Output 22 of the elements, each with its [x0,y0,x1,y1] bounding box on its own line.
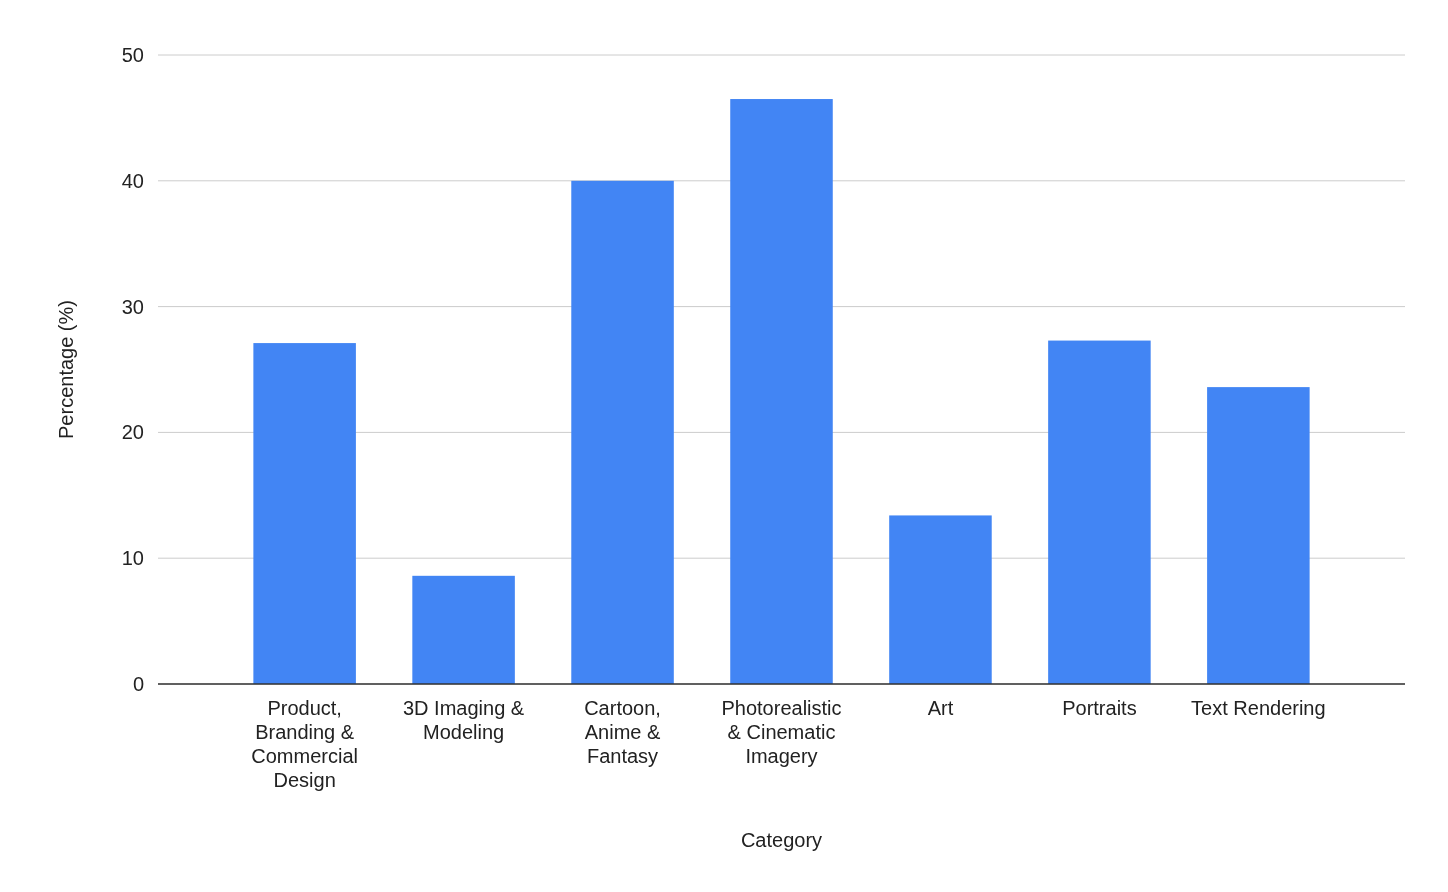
x-tick-label: Art [927,697,954,719]
bar [412,575,515,684]
x-tick-label: Photorealistic & Cinematic Imagery [721,697,842,767]
y-tick-label: 40 [121,169,144,192]
bar [253,343,356,684]
y-axis-title: Percentage (%) [55,300,77,439]
x-tick-label: 3D Imaging & Modeling [403,697,525,743]
x-tick-label: Cartoon, Anime & Fantasy [584,697,661,767]
bar [730,99,833,684]
bar [571,180,674,684]
y-tick-label: 0 [132,673,144,695]
y-tick-label: 50 [121,44,144,66]
bar [1207,387,1310,684]
y-tick-label: 30 [121,295,144,318]
x-tick-label: Text Rendering [1191,697,1326,719]
x-tick-label: Product, Branding & Commercial Design [251,697,358,791]
bar [1048,340,1151,684]
x-tick-label: Portraits [1062,697,1137,719]
y-tick-label: 20 [121,421,144,444]
x-axis-title: Category [740,829,823,851]
y-tick-label: 10 [121,547,144,570]
bar [889,515,992,684]
